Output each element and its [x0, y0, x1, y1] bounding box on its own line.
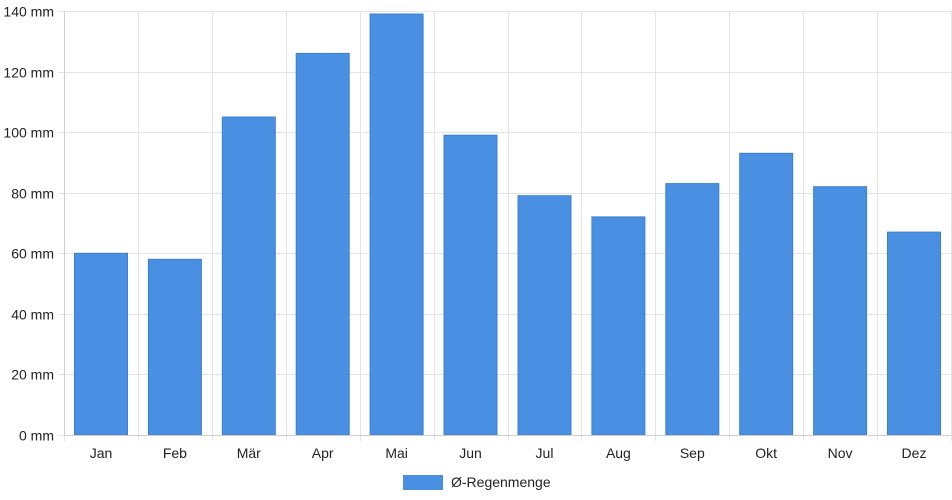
x-tick-label: Aug — [606, 445, 631, 461]
x-tick-label: Jun — [459, 445, 482, 461]
bar-Jul[interactable] — [517, 195, 572, 436]
bar-Dez[interactable] — [887, 231, 941, 436]
y-axis-ticks: 0 mm 20 mm 40 mm 60 mm 80 mm 100 mm 120 mm 140 … — [3, 4, 54, 444]
x-tick-label: Feb — [163, 445, 187, 461]
bar-Mai[interactable] — [369, 13, 424, 436]
y-tick-label: 0 mm — [19, 428, 54, 444]
y-tick-label: 100 mm — [3, 125, 54, 141]
bar-Feb[interactable] — [147, 258, 202, 436]
bar-Nov[interactable] — [813, 186, 868, 436]
x-tick-label: Jan — [90, 445, 113, 461]
bars — [74, 13, 941, 436]
bar-Sep[interactable] — [665, 183, 720, 436]
y-tick-label: 140 mm — [3, 4, 54, 20]
x-tick-label: Dez — [902, 445, 927, 461]
x-tick-label: Okt — [755, 445, 777, 461]
bar-Okt[interactable] — [739, 152, 794, 436]
bar-Mär[interactable] — [221, 116, 276, 436]
x-tick-label: Jul — [536, 445, 554, 461]
y-tick-label: 20 mm — [11, 367, 54, 383]
bar-Jun[interactable] — [443, 134, 498, 436]
bar-Aug[interactable] — [591, 216, 646, 436]
bar-Jan[interactable] — [74, 252, 128, 436]
legend-label[interactable]: Ø-Regenmenge — [451, 474, 551, 490]
x-axis-ticks: Jan Feb Mär Apr Mai Jun Jul Aug Sep Okt Nov Dez — [90, 445, 927, 461]
x-tick-label: Mai — [385, 445, 408, 461]
axes — [64, 11, 951, 436]
y-tick-label: 120 mm — [3, 65, 54, 81]
x-tick-label: Nov — [828, 445, 853, 461]
grid — [58, 11, 952, 441]
legend[interactable]: Ø-Regenmenge — [403, 474, 551, 490]
x-tick-label: Apr — [312, 445, 334, 461]
x-tick-label: Mär — [237, 445, 261, 461]
bar-Apr[interactable] — [295, 52, 350, 436]
legend-swatch[interactable] — [403, 475, 443, 490]
x-tick-label: Sep — [680, 445, 705, 461]
y-tick-label: 80 mm — [11, 186, 54, 202]
y-tick-label: 40 mm — [11, 307, 54, 323]
y-tick-label: 60 mm — [11, 246, 54, 262]
